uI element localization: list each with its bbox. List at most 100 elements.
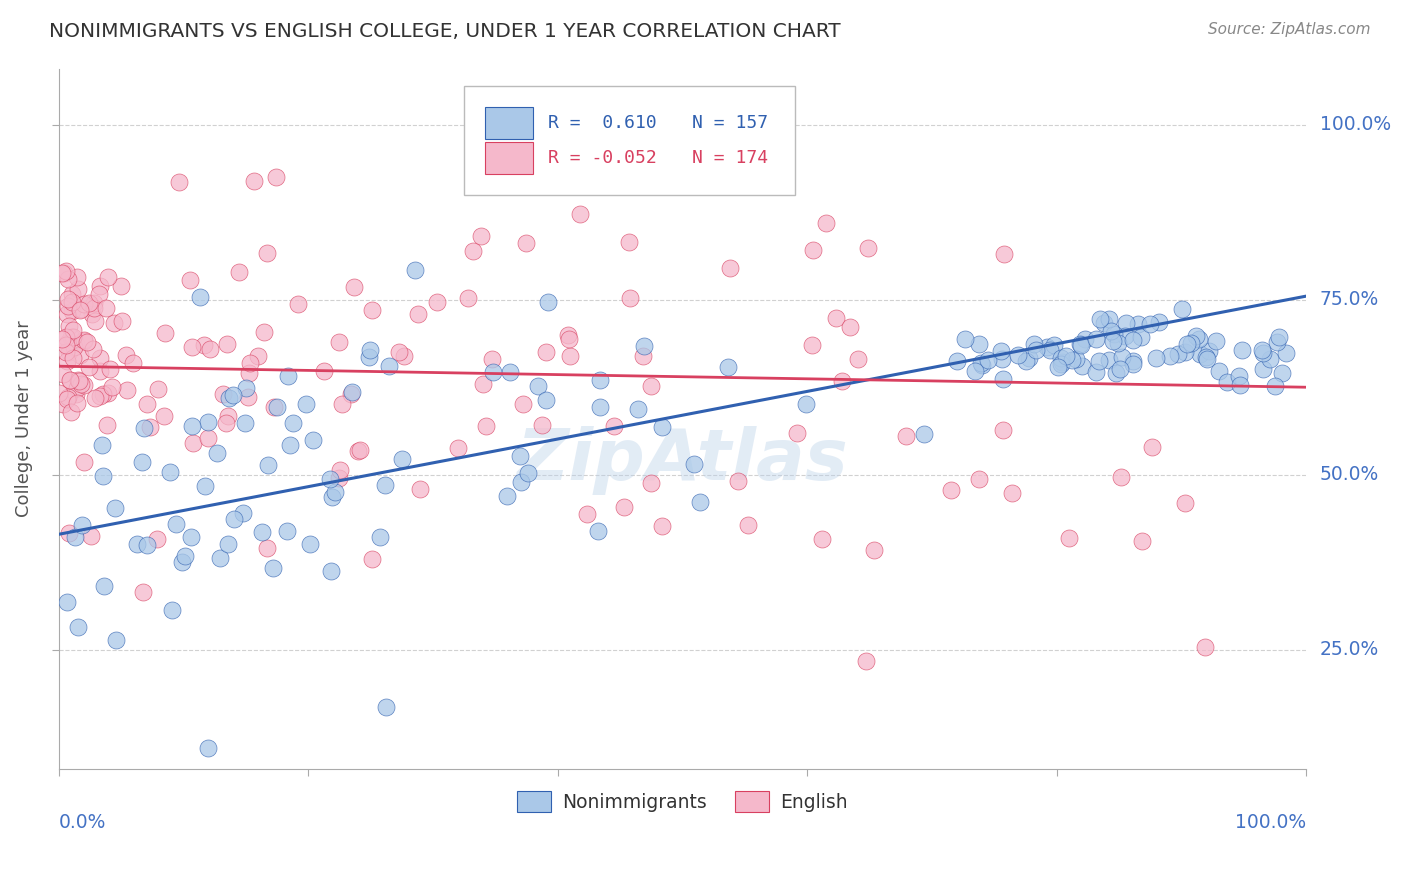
Point <box>56 392 79 406</box>
Point <box>972 358 994 372</box>
Point <box>1015 354 1038 368</box>
Point <box>1105 366 1128 380</box>
Point <box>115 383 138 397</box>
Point <box>197 741 219 756</box>
Point <box>1175 337 1198 351</box>
Point <box>1052 355 1074 369</box>
Point <box>58 272 80 286</box>
Text: 50.0%: 50.0% <box>1320 466 1379 484</box>
Point <box>232 507 254 521</box>
Point <box>963 364 986 378</box>
Point <box>135 397 157 411</box>
Point <box>55 595 77 609</box>
Point <box>392 350 415 364</box>
Point <box>391 451 413 466</box>
Point <box>69 377 91 392</box>
Point <box>153 409 176 423</box>
Point <box>1195 350 1218 364</box>
Point <box>651 518 673 533</box>
Point <box>48 386 70 401</box>
Point <box>786 425 808 440</box>
Point <box>51 333 73 347</box>
Point <box>136 538 159 552</box>
Point <box>266 401 288 415</box>
Point <box>302 433 325 447</box>
Point <box>89 389 111 403</box>
Point <box>1069 337 1091 351</box>
Point <box>56 307 79 321</box>
Point <box>1042 338 1064 352</box>
Point <box>96 301 118 316</box>
Point <box>73 455 96 469</box>
Point <box>104 501 127 516</box>
Point <box>56 335 79 350</box>
Point <box>575 507 598 521</box>
Point <box>60 286 83 301</box>
Point <box>197 431 219 445</box>
Point <box>62 351 84 366</box>
Point <box>374 477 396 491</box>
Point <box>1251 346 1274 360</box>
Point <box>110 278 132 293</box>
Point <box>58 525 80 540</box>
Point <box>329 463 352 477</box>
Point <box>1180 335 1202 350</box>
Point <box>1098 352 1121 367</box>
Point <box>77 360 100 375</box>
Point <box>461 244 484 258</box>
Point <box>59 373 82 387</box>
Point <box>800 338 823 352</box>
Point <box>70 517 93 532</box>
Text: Source: ZipAtlas.com: Source: ZipAtlas.com <box>1208 22 1371 37</box>
Point <box>125 537 148 551</box>
Point <box>170 556 193 570</box>
Point <box>939 483 962 497</box>
Point <box>1046 359 1069 374</box>
Point <box>1111 351 1133 365</box>
Point <box>60 304 83 318</box>
Point <box>67 620 90 634</box>
Point <box>340 387 363 401</box>
Point <box>1260 351 1282 366</box>
Point <box>1084 365 1107 379</box>
Point <box>1142 441 1164 455</box>
Point <box>1194 640 1216 655</box>
Point <box>59 373 82 387</box>
Point <box>1101 334 1123 348</box>
Point <box>1195 351 1218 366</box>
Point <box>619 292 641 306</box>
Point <box>912 427 935 442</box>
Point <box>323 485 346 500</box>
Point <box>263 400 285 414</box>
Point <box>1109 470 1132 484</box>
Point <box>683 457 706 471</box>
Point <box>627 401 650 416</box>
Point <box>496 489 519 503</box>
Point <box>1092 317 1115 331</box>
Point <box>51 266 73 280</box>
Point <box>80 307 103 321</box>
Point <box>198 343 221 357</box>
Point <box>132 420 155 434</box>
Point <box>993 246 1015 260</box>
Point <box>1122 353 1144 368</box>
Point <box>1070 338 1092 352</box>
Point <box>368 530 391 544</box>
Point <box>589 373 612 387</box>
Point <box>1265 335 1288 350</box>
Point <box>104 632 127 647</box>
Point <box>855 654 877 668</box>
Point <box>1071 359 1094 373</box>
Point <box>1251 343 1274 357</box>
Point <box>640 476 662 491</box>
Point <box>534 345 557 359</box>
Point <box>53 266 76 280</box>
Point <box>1115 316 1137 330</box>
Point <box>1251 362 1274 376</box>
Point <box>1227 369 1250 384</box>
Point <box>474 419 496 434</box>
Point <box>737 517 759 532</box>
Point <box>145 532 167 546</box>
Text: 100.0%: 100.0% <box>1320 115 1391 134</box>
Point <box>278 438 301 452</box>
